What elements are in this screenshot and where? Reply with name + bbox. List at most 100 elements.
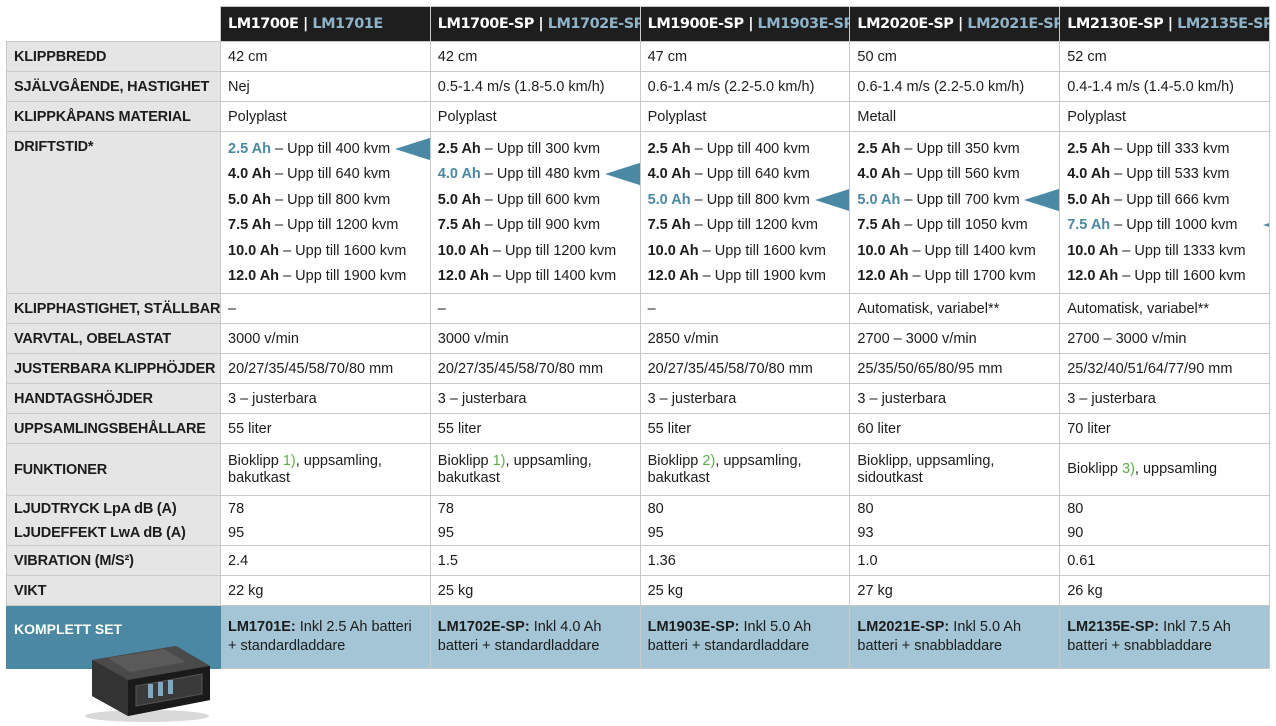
runtime-line: 7.5 Ah – Upp till 1200 kvm [228, 213, 423, 238]
runtime-line: 12.0 Ah – Upp till 1900 kvm [228, 264, 423, 289]
runtime-line: 5.0 Ah – Upp till 700 kvm [857, 185, 1059, 214]
runtime-line: 4.0 Ah – Upp till 480 kvm [437, 160, 640, 189]
spec-value: 95 [220, 521, 431, 546]
runtime-line: 10.0 Ah – Upp till 1200 kvm [438, 239, 633, 264]
spec-value: Bioklipp 1), uppsamling, bakutkast [220, 443, 431, 496]
function-text: Bioklipp [1067, 461, 1122, 477]
model-alt-name: LM2021E-SP [967, 16, 1060, 32]
spec-value: Bioklipp 2), uppsamling, bakutkast [639, 443, 851, 496]
spec-value: 95 [639, 521, 851, 546]
runtime-cell: 2.5 Ah – Upp till 400 kvm 4.0 Ah – Upp ti… [220, 131, 431, 294]
spec-value: 60 liter [849, 413, 1061, 444]
runtime-line: 12.0 Ah – Upp till 1600 kvm [1067, 264, 1262, 289]
row-label: VIKT [6, 575, 221, 606]
spec-value: Metall [849, 101, 1061, 132]
function-text: , uppsamling, bakutkast [228, 452, 382, 486]
spec-value: 25 kg [429, 575, 641, 606]
battery-capacity: 4.0 Ah [437, 166, 481, 183]
battery-capacity: 12.0 Ah [857, 267, 909, 284]
spec-value: 0.61 [1059, 545, 1270, 576]
battery-capacity: 4.0 Ah [647, 166, 691, 183]
spec-value: 3 – justerbara [1059, 383, 1270, 414]
function-text: , uppsamling, bakutkast [647, 452, 802, 486]
model-separator: | [303, 16, 308, 32]
spec-value: 25 kg [639, 575, 851, 606]
row-label: UPPSAMLINGSBEHÅLLARE [6, 413, 221, 444]
spec-table: LM1700E | LM1701E LM1700E-SP | LM1702E-S… [6, 6, 1270, 669]
runtime-area: – Upp till 480 kvm [480, 166, 601, 183]
runtime-area: – Upp till 1400 kvm [908, 242, 1036, 259]
spec-value: 78 [220, 495, 431, 521]
runtime-area: – Upp till 1050 kvm [900, 217, 1028, 234]
runtime-area: – Upp till 700 kvm [900, 191, 1020, 208]
runtime-line: 2.5 Ah – Upp till 400 kvm [648, 137, 843, 162]
runtime-area: – Upp till 640 kvm [270, 166, 391, 183]
set-model: LM1903E-SP: [647, 619, 740, 635]
runtime-line: 2.5 Ah – Upp till 333 kvm [1067, 137, 1262, 162]
runtime-area: – Upp till 1600 kvm [279, 242, 407, 259]
set-description: Inkl 7.5 Ah batteri + snabbladdare [1067, 619, 1231, 654]
spec-value: 80 [1059, 495, 1270, 521]
battery-capacity: 5.0 Ah [647, 191, 691, 208]
spec-value: 47 cm [639, 41, 851, 72]
runtime-area: – Upp till 1200 kvm [488, 242, 617, 259]
spec-value: 70 liter [1059, 413, 1270, 444]
model-alt-name: LM1903E-SP [757, 16, 850, 32]
battery-capacity: 10.0 Ah [647, 242, 699, 259]
header-corner [6, 6, 221, 42]
spec-value: 80 [639, 495, 851, 521]
spec-value: 0.6-1.4 m/s (2.2-5.0 km/h) [849, 71, 1061, 102]
spec-value: 3 – justerbara [639, 383, 851, 414]
runtime-area: – Upp till 300 kvm [480, 141, 601, 157]
spec-value: Polyplast [639, 101, 851, 132]
function-text: , uppsamling [1134, 461, 1218, 477]
runtime-line: 7.5 Ah – Upp till 1000 kvm [1067, 211, 1269, 240]
row-label: VARVTAL, OBELASTAT [6, 323, 221, 354]
row-label: FUNKTIONER [6, 443, 221, 496]
runtime-line: 4.0 Ah – Upp till 560 kvm [857, 162, 1052, 187]
battery-charger-icon [85, 646, 210, 722]
battery-capacity: 12.0 Ah [437, 267, 489, 284]
row-label: LJUDEFFEKT LwA dB (A) [6, 521, 221, 546]
spec-row-vikt: VIKT 22 kg 25 kg 25 kg 27 kg 26 kg [6, 575, 1270, 606]
highlight-arrow-icon [1263, 211, 1269, 240]
spec-value: Polyplast [220, 101, 431, 132]
spec-value: 26 kg [1059, 575, 1270, 606]
battery-capacity: 2.5 Ah [647, 141, 691, 157]
spec-value: 0.4-1.4 m/s (1.4-5.0 km/h) [1059, 71, 1270, 102]
battery-capacity: 7.5 Ah [437, 217, 481, 234]
spec-value: 93 [849, 521, 1061, 546]
spec-row-uppsamling: UPPSAMLINGSBEHÅLLARE 55 liter 55 liter 55 l… [6, 413, 1270, 444]
spec-value: 2850 v/min [639, 323, 851, 354]
spec-row-klipphastighet: KLIPPHASTIGHET, STÄLLBAR – – – Automatisk, v… [6, 293, 1270, 324]
battery-capacity: 10.0 Ah [857, 242, 909, 259]
model-header: LM1700E | LM1701E [220, 6, 431, 42]
footnote-ref: 3) [1122, 461, 1135, 477]
spec-value: 90 [1059, 521, 1270, 546]
runtime-area: – Upp till 400 kvm [690, 141, 810, 157]
runtime-area: – Upp till 600 kvm [480, 191, 601, 208]
spec-body: KLIPPBREDD 42 cm 42 cm 47 cm 50 cm 52 cm SJÄLV… [6, 41, 1270, 669]
set-description: Inkl 4.0 Ah batteri + standardladdare [437, 619, 602, 654]
runtime-line: 2.5 Ah – Upp till 350 kvm [857, 137, 1052, 162]
model-separator: | [1167, 16, 1173, 32]
function-text: Bioklipp [647, 452, 703, 469]
spec-value: 3 – justerbara [220, 383, 431, 414]
spec-value: 22 kg [220, 575, 431, 606]
spec-value: 3000 v/min [220, 323, 431, 354]
runtime-area: – Upp till 640 kvm [690, 166, 810, 183]
spec-value: Polyplast [1059, 101, 1270, 132]
spec-value: 78 [429, 495, 641, 521]
runtime-line: 12.0 Ah – Upp till 1900 kvm [648, 264, 843, 289]
spec-row-klippbredd: KLIPPBREDD 42 cm 42 cm 47 cm 50 cm 52 cm [6, 41, 1270, 72]
spec-value: 95 [429, 521, 641, 546]
battery-capacity: 10.0 Ah [1067, 242, 1119, 259]
model-header: LM1900E-SP | LM1903E-SP [639, 6, 851, 42]
runtime-cell: 2.5 Ah – Upp till 350 kvm 4.0 Ah – Upp ti… [849, 131, 1061, 294]
spec-value: 25/35/50/65/80/95 mm [849, 353, 1061, 384]
function-text: Bioklipp [437, 452, 493, 469]
runtime-area: – Upp till 800 kvm [690, 191, 810, 208]
runtime-line: 4.0 Ah – Upp till 640 kvm [648, 162, 843, 187]
runtime-cell: 2.5 Ah – Upp till 300 kvm 4.0 Ah – Upp ti… [429, 131, 641, 294]
spec-value: 2700 – 3000 v/min [849, 323, 1061, 354]
